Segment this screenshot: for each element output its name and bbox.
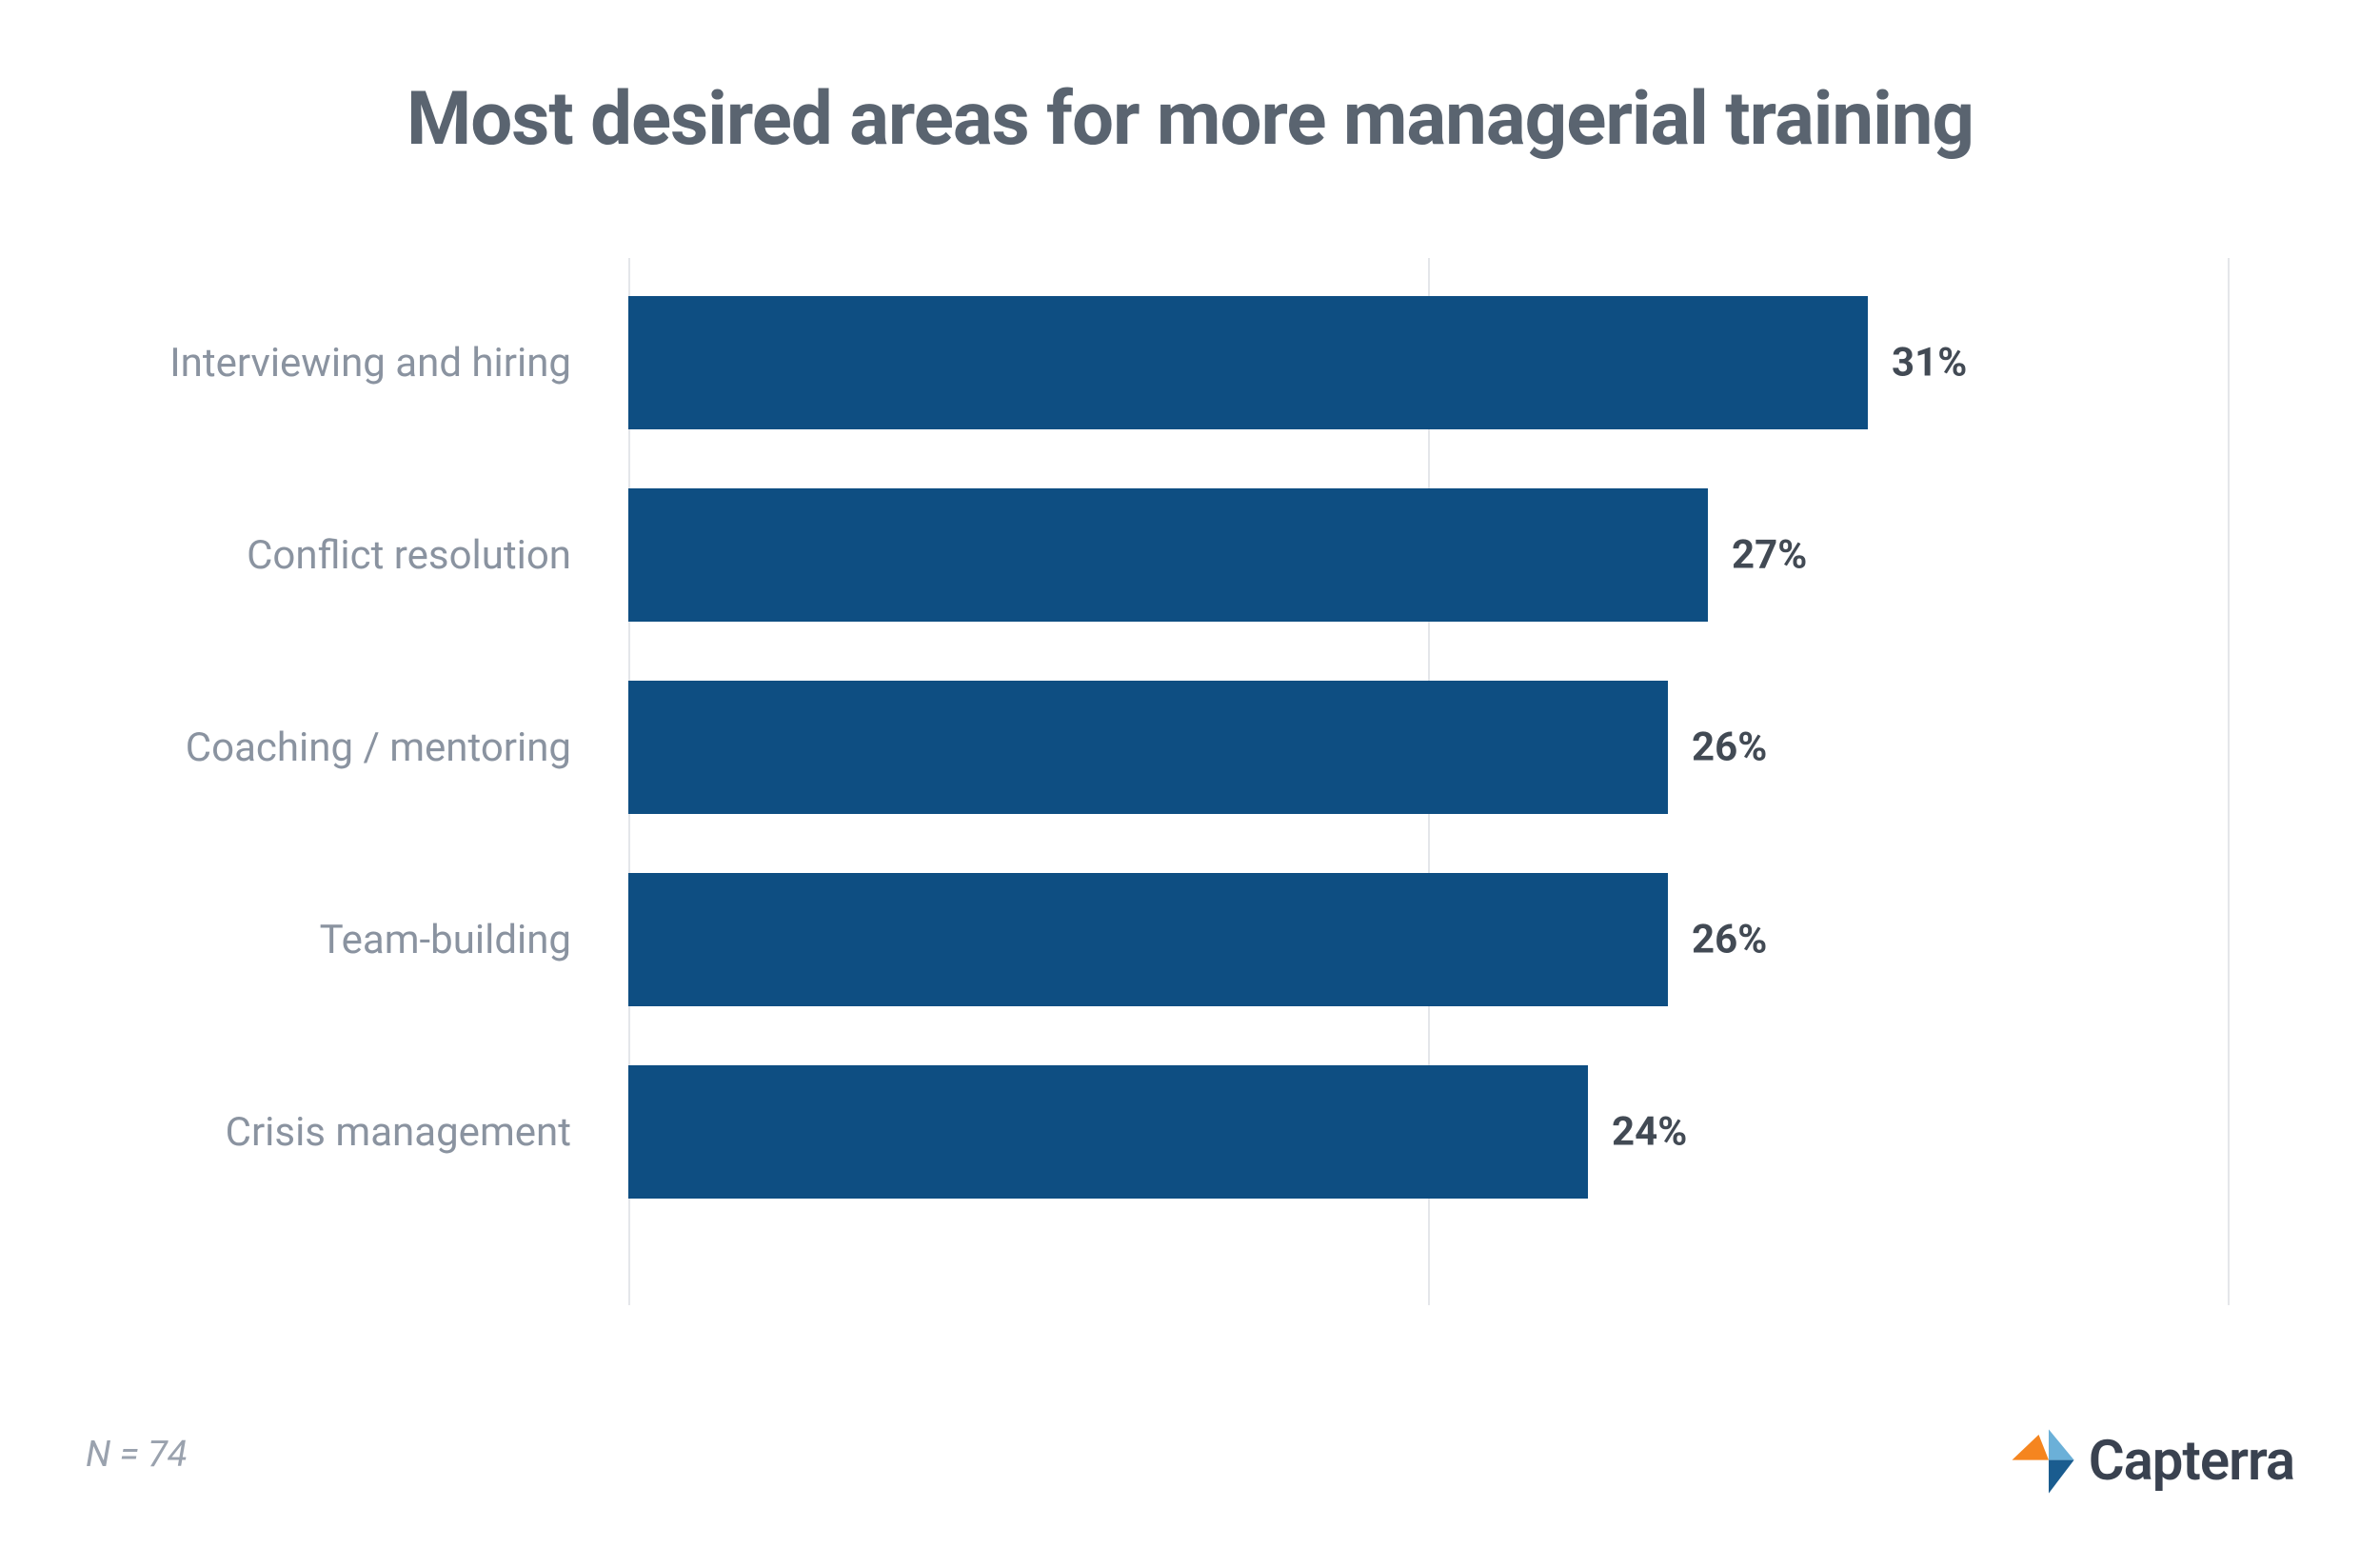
bar-value-4: 24% (1612, 1109, 1687, 1156)
bar-row-4: Crisis management 24% (628, 1065, 2228, 1199)
bar-1 (628, 488, 1708, 622)
bar-row-1: Conflict resolution 27% (628, 488, 2228, 622)
chart-area: Interviewing and hiring 31% Conflict res… (86, 258, 2294, 1305)
logo-triangle-lightblue (2049, 1429, 2074, 1459)
logo-triangle-darkblue (2049, 1460, 2074, 1494)
bar-value-0: 31% (1892, 340, 1967, 387)
bar-value-3: 26% (1692, 917, 1767, 963)
bar-value-2: 26% (1692, 724, 1767, 771)
bar-label-4: Crisis management (86, 1109, 600, 1156)
capterra-logo-icon (2009, 1428, 2075, 1495)
capterra-logo-text: Capterra (2089, 1429, 2294, 1494)
bar-row-0: Interviewing and hiring 31% (628, 296, 2228, 429)
bar-label-2: Coaching / mentoring (86, 724, 600, 771)
chart-title: Most desired areas for more managerial t… (86, 76, 2294, 163)
bar-label-1: Conflict resolution (86, 532, 600, 579)
bar-row-3: Team-building 26% (628, 873, 2228, 1006)
bar-4 (628, 1065, 1588, 1199)
plot-region: Interviewing and hiring 31% Conflict res… (628, 258, 2228, 1305)
gridline-2 (2228, 258, 2230, 1305)
bar-value-1: 27% (1732, 532, 1807, 579)
sample-size-note: N = 74 (86, 1434, 188, 1476)
bar-label-3: Team-building (86, 917, 600, 963)
bar-3 (628, 873, 1668, 1006)
capterra-logo: Capterra (2009, 1428, 2294, 1495)
bar-label-0: Interviewing and hiring (86, 340, 600, 387)
bar-row-2: Coaching / mentoring 26% (628, 681, 2228, 814)
logo-triangle-orange (2012, 1435, 2049, 1460)
bar-2 (628, 681, 1668, 814)
bar-0 (628, 296, 1868, 429)
